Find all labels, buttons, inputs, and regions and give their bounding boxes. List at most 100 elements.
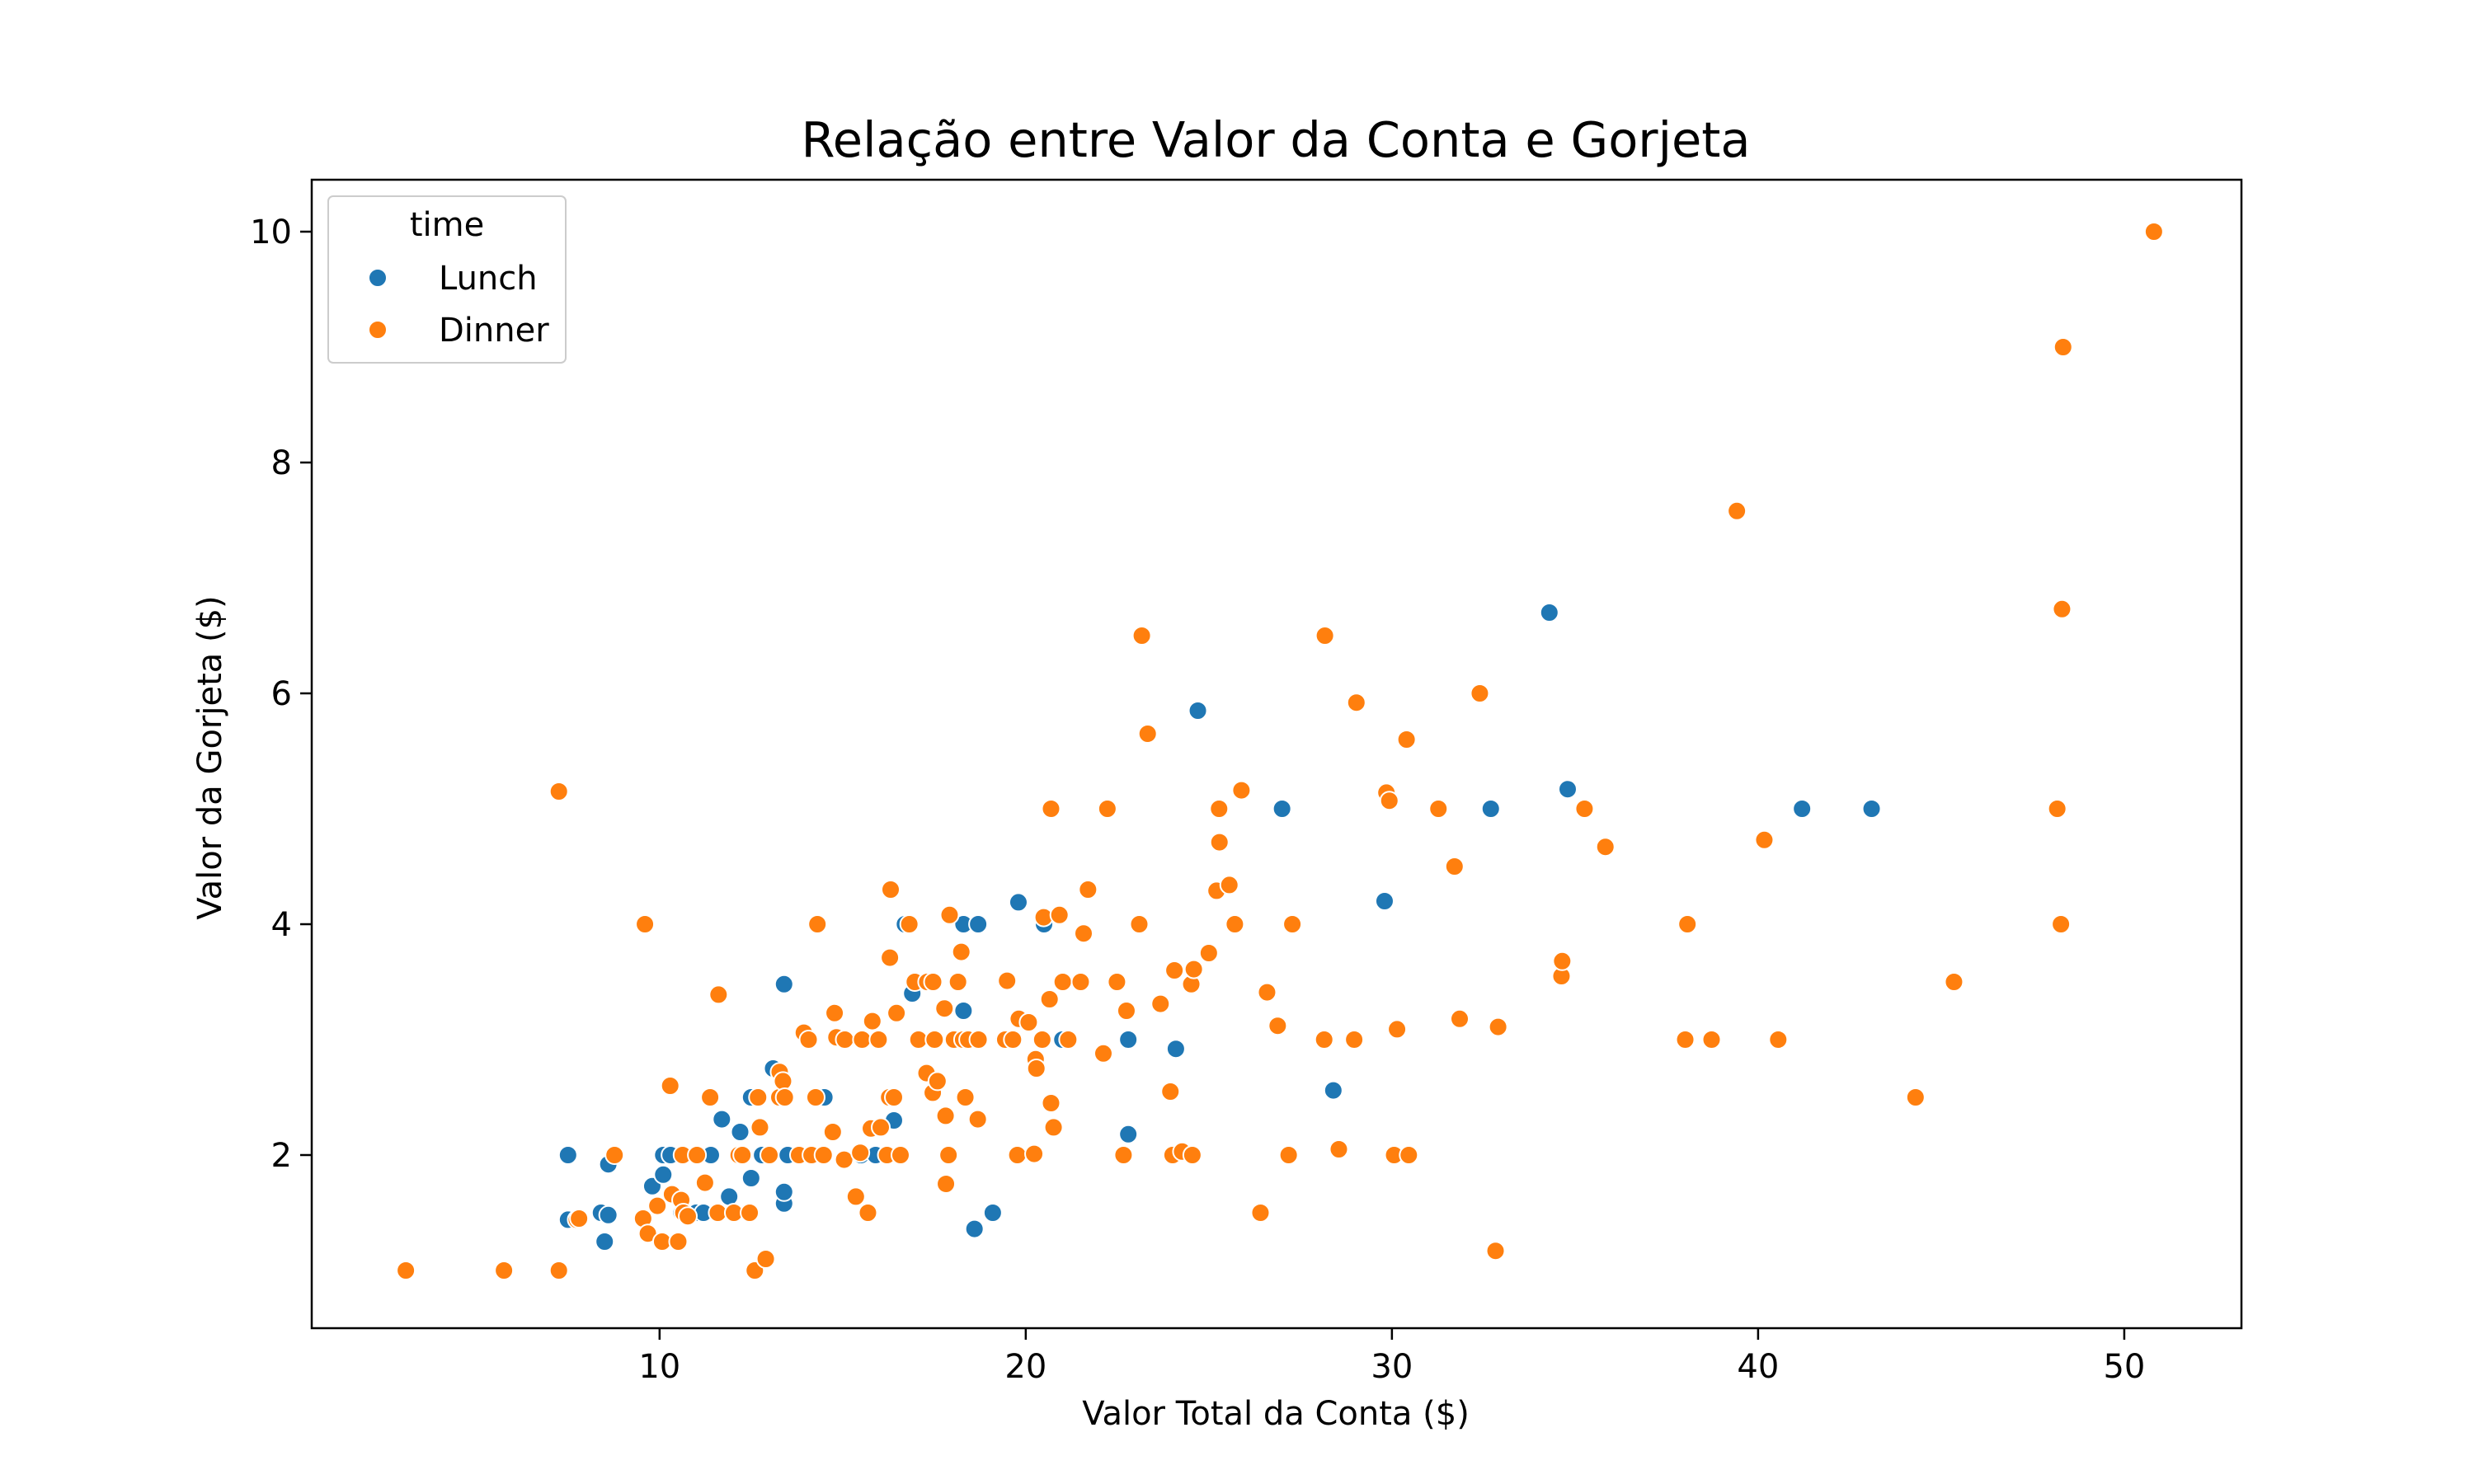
- data-point-lunch: [968, 914, 989, 934]
- data-point-dinner: [773, 1071, 793, 1092]
- data-point-dinner: [835, 1030, 855, 1050]
- data-point-dinner: [1070, 972, 1091, 992]
- legend-label-lunch: Lunch: [439, 260, 538, 298]
- data-point-dinner: [494, 1261, 515, 1280]
- data-point-dinner: [1026, 1059, 1047, 1078]
- data-point-dinner: [936, 1174, 957, 1194]
- data-point-dinner: [1574, 799, 1595, 819]
- data-point-dinner: [1182, 1145, 1202, 1165]
- data-point-dinner: [805, 1087, 825, 1107]
- data-point-dinner: [396, 1261, 416, 1280]
- data-point-dinner: [1944, 972, 1964, 992]
- data-point-dinner: [935, 1106, 956, 1126]
- data-point-dinner: [740, 1203, 760, 1223]
- data-point-dinner: [923, 972, 943, 992]
- data-point-dinner: [1209, 832, 1230, 852]
- data-point-dinner: [1160, 1082, 1181, 1101]
- y-axis-label: Valor da Gorjeta ($): [191, 595, 229, 919]
- data-point-dinner: [1315, 626, 1335, 646]
- data-point-dinner: [862, 1011, 882, 1031]
- data-point-dinner: [700, 1087, 721, 1107]
- data-point-lunch: [1557, 779, 1578, 800]
- data-point-dinner: [890, 1145, 910, 1165]
- data-point-lunch: [653, 1164, 674, 1185]
- data-point-dinner: [748, 1087, 769, 1107]
- data-point-lunch: [964, 1219, 985, 1239]
- data-point-dinner: [934, 998, 955, 1019]
- data-point-dinner: [1024, 1144, 1045, 1164]
- data-point-dinner: [1116, 1001, 1136, 1021]
- data-point-lunch: [953, 1001, 974, 1021]
- legend-box: [327, 195, 567, 364]
- data-point-dinner: [668, 1232, 689, 1252]
- data-point-dinner: [2047, 799, 2067, 819]
- data-point-dinner: [687, 1145, 708, 1165]
- data-point-dinner: [852, 1030, 872, 1050]
- data-point-lunch: [1861, 799, 1882, 819]
- data-point-dinner: [1282, 914, 1303, 934]
- chart-title: Relação entre Valor da Conta e Gorjeta: [801, 111, 1750, 168]
- data-point-dinner: [647, 1195, 668, 1216]
- data-point-lunch: [1118, 1124, 1139, 1144]
- data-point-dinner: [1396, 730, 1417, 749]
- data-point-dinner: [1768, 1030, 1789, 1050]
- data-point-lunch: [595, 1232, 615, 1252]
- data-point-dinner: [548, 1261, 569, 1280]
- data-point-lunch: [1188, 701, 1208, 721]
- data-point-dinner: [871, 1117, 891, 1138]
- legend-title: time: [410, 206, 484, 244]
- data-point-dinner: [1219, 875, 1239, 895]
- data-point-lunch: [741, 1168, 761, 1188]
- data-point-dinner: [924, 1030, 945, 1050]
- data-point-lunch: [982, 1203, 1003, 1223]
- data-point-dinner: [1043, 1117, 1064, 1138]
- data-point-lunch: [1374, 891, 1395, 911]
- series-dinner: [396, 222, 2164, 1280]
- y-tick-label: 8: [271, 444, 292, 482]
- data-point-dinner: [1701, 1030, 1722, 1050]
- data-point-dinner: [997, 970, 1018, 991]
- data-point-dinner: [899, 914, 920, 934]
- data-point-lunch: [774, 974, 794, 994]
- data-point-dinner: [1727, 500, 1747, 521]
- data-point-lunch: [1480, 799, 1501, 819]
- data-point-dinner: [635, 914, 656, 934]
- data-point-dinner: [938, 1145, 959, 1165]
- data-point-dinner: [1049, 904, 1070, 925]
- data-point-dinner: [868, 1030, 889, 1050]
- plot-area: [396, 222, 2164, 1280]
- axes-frame: [310, 178, 2243, 1330]
- data-point-lunch: [730, 1122, 750, 1142]
- data-point-dinner: [1058, 1030, 1079, 1050]
- y-axis: 2 4 6 8 10: [250, 214, 312, 1175]
- data-point-dinner: [1905, 1087, 1926, 1107]
- data-point-dinner: [1107, 972, 1127, 992]
- data-point-dinner: [1552, 951, 1573, 971]
- data-point-dinner: [1209, 799, 1230, 819]
- data-point-dinner: [1032, 1030, 1052, 1050]
- data-point-dinner: [798, 1030, 819, 1050]
- data-point-dinner: [1346, 693, 1366, 713]
- data-point-dinner: [694, 1172, 715, 1193]
- legend-label-dinner: Dinner: [439, 312, 549, 350]
- data-point-dinner: [1470, 683, 1490, 703]
- data-point-dinner: [883, 1087, 904, 1107]
- data-point-lunch: [1008, 892, 1028, 913]
- data-point-dinner: [569, 1209, 590, 1228]
- x-tick-label: 30: [1371, 1348, 1413, 1386]
- y-tick-label: 10: [250, 214, 292, 251]
- data-point-dinner: [755, 1249, 776, 1269]
- y-tick-label: 4: [271, 906, 292, 944]
- data-point-dinner: [1675, 1030, 1696, 1050]
- data-point-dinner: [1129, 914, 1150, 934]
- data-point-dinner: [850, 1143, 871, 1163]
- x-axis: 10 20 30 40 50: [638, 1328, 2145, 1386]
- y-tick-label: 6: [271, 675, 292, 713]
- data-point-lunch: [1792, 799, 1813, 819]
- data-point-lunch: [1272, 799, 1292, 819]
- data-point-dinner: [678, 1206, 698, 1227]
- data-point-dinner: [807, 914, 828, 934]
- data-point-dinner: [1041, 1093, 1061, 1113]
- data-point-dinner: [1444, 857, 1465, 876]
- data-point-dinner: [1428, 799, 1449, 819]
